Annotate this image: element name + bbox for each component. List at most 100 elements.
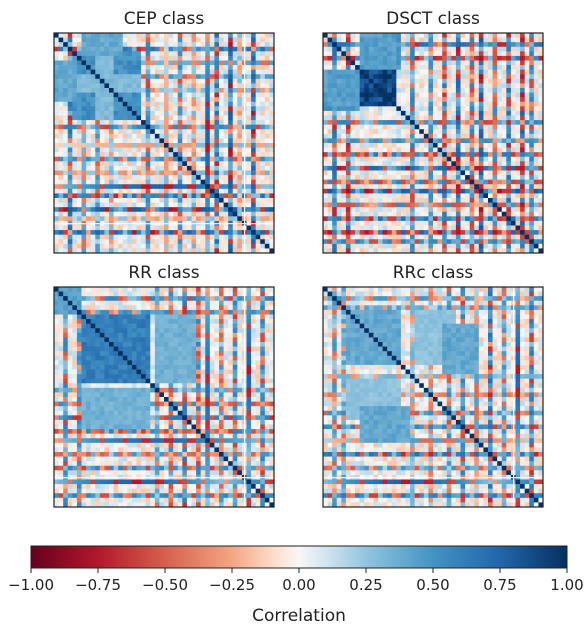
heatmap-cell [428, 106, 434, 112]
heatmap-cell [251, 115, 257, 121]
heatmap-cell [145, 170, 151, 176]
heatmap-cell [186, 88, 192, 93]
heatmap-cell [515, 55, 521, 61]
heatmap-cell [228, 92, 234, 98]
heatmap-cell [359, 60, 365, 66]
heatmap-cell [474, 179, 480, 185]
heatmap-cell [455, 46, 461, 52]
heatmap-cell [196, 234, 202, 240]
heatmap-cell [524, 243, 530, 249]
heatmap-cell [228, 115, 234, 121]
heatmap-cell [373, 243, 379, 249]
heatmap-cell [159, 243, 165, 249]
heatmap-cell [214, 51, 220, 57]
heatmap-cell [405, 175, 411, 181]
heatmap-cell [113, 243, 119, 249]
heatmap-cell [200, 170, 206, 176]
heatmap-cell [228, 207, 234, 213]
heatmap-cell [58, 115, 64, 121]
heatmap-cell [86, 230, 92, 236]
heatmap-cell [118, 92, 124, 98]
heatmap-cell [173, 202, 179, 208]
heatmap-cell [387, 161, 393, 167]
heatmap-cell [455, 83, 461, 89]
heatmap-cell [529, 106, 535, 112]
heatmap-cell [118, 202, 124, 208]
heatmap-cell [524, 147, 530, 153]
heatmap-cell [510, 60, 516, 66]
heatmap-cell [405, 239, 411, 245]
heatmap-cell [260, 133, 266, 139]
heatmap-cell [118, 106, 124, 112]
heatmap-cell [72, 230, 78, 236]
heatmap-cell [228, 243, 234, 249]
heatmap-cell [205, 124, 211, 130]
heatmap-cell [260, 248, 266, 254]
heatmap-cell [90, 129, 96, 135]
heatmap-cell [200, 198, 206, 203]
heatmap-cell [113, 129, 119, 135]
heatmap-cell [191, 184, 197, 190]
heatmap-cell [455, 184, 461, 190]
heatmap-cell [483, 161, 489, 167]
heatmap-cell [99, 88, 105, 93]
heatmap-cell [63, 101, 69, 107]
heatmap-cell [209, 165, 215, 171]
heatmap-cell [232, 296, 238, 302]
heatmap-cell [255, 309, 261, 315]
heatmap-cell [465, 234, 471, 240]
heatmap-cell [400, 60, 406, 66]
heatmap-cell [237, 239, 243, 245]
heatmap-cell [118, 33, 124, 38]
heatmap-cell [251, 175, 257, 181]
heatmap-cell [223, 319, 229, 325]
heatmap-cell [332, 207, 338, 213]
heatmap-cell [72, 184, 78, 190]
heatmap-cell [492, 101, 498, 107]
heatmap-cell [131, 300, 137, 306]
heatmap-cell [196, 138, 202, 144]
heatmap-cell [173, 193, 179, 199]
heatmap-cell [159, 305, 165, 311]
heatmap-cep [53, 32, 275, 254]
heatmap-cell [437, 115, 443, 121]
heatmap-cell [136, 161, 142, 167]
heatmap-cell [200, 74, 206, 80]
heatmap-cell [86, 188, 92, 194]
heatmap-cell [232, 179, 238, 185]
heatmap-cell [520, 60, 526, 66]
heatmap-cell [251, 300, 257, 306]
heatmap-cell [209, 243, 215, 249]
heatmap-cell [510, 225, 516, 231]
heatmap-cell [515, 147, 521, 153]
heatmap-cell [419, 156, 425, 162]
heatmap-cell [323, 198, 328, 203]
heatmap-cell [214, 165, 220, 171]
heatmap-cell [442, 60, 448, 66]
heatmap-cell [400, 124, 406, 130]
heatmap-cell [72, 147, 78, 153]
heatmap-cell [223, 287, 229, 292]
heatmap-cell [131, 46, 137, 52]
heatmap-cell [54, 74, 59, 80]
heatmap-cell [159, 97, 165, 103]
heatmap-cell [54, 115, 59, 121]
heatmap-cell [219, 202, 224, 208]
heatmap-cell [131, 83, 137, 89]
heatmap-cell [136, 305, 142, 311]
heatmap-cell [364, 207, 370, 213]
heatmap-cell [341, 179, 347, 185]
heatmap-cell [423, 65, 429, 71]
heatmap-cell [164, 309, 169, 315]
heatmap-cell [63, 188, 69, 194]
heatmap-cell [182, 291, 188, 297]
heatmap-cell [122, 55, 128, 61]
heatmap-cell [191, 129, 197, 135]
heatmap-cell [113, 115, 119, 121]
heatmap-cell [264, 161, 270, 167]
heatmap-cell [378, 133, 383, 139]
heatmap-cell [368, 115, 374, 121]
heatmap-cell [520, 143, 526, 148]
heatmap-cell [323, 65, 328, 71]
heatmap-cell [76, 106, 82, 112]
